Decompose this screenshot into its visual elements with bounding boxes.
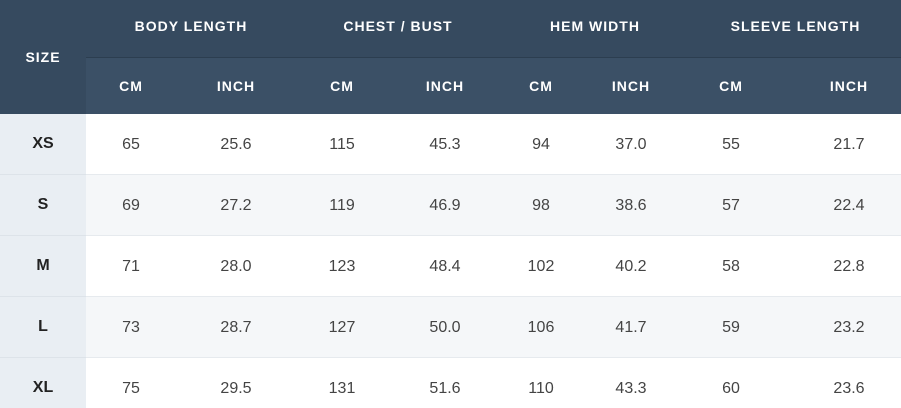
- size-header: SIZE: [0, 0, 86, 114]
- measurement: 40.2: [615, 257, 647, 275]
- measurement: 115: [329, 135, 355, 153]
- unit-header: CM: [330, 77, 354, 94]
- measurement: 41.7: [615, 318, 647, 336]
- measurement: 98: [532, 196, 550, 214]
- measurement: 60: [722, 379, 740, 397]
- measurement: 57: [722, 196, 740, 214]
- measurement: 127: [328, 318, 356, 336]
- size-label: XS: [0, 114, 86, 175]
- unit-header: INCH: [829, 77, 869, 94]
- measurement: 21.7: [833, 135, 865, 153]
- measurement: 29.5: [220, 379, 252, 397]
- measurement: 22.4: [833, 196, 865, 214]
- size-label: XL: [0, 358, 86, 408]
- measurement: 69: [122, 196, 140, 214]
- measurement: 65: [122, 135, 140, 153]
- measurement: 28.7: [220, 318, 252, 336]
- size-label: L: [0, 297, 86, 358]
- row-background: [86, 358, 901, 408]
- row-background: [86, 114, 901, 175]
- measurement: 131: [328, 379, 356, 397]
- row-background: [86, 175, 901, 236]
- measurement: 71: [122, 257, 140, 275]
- measurement: 51.6: [429, 379, 461, 397]
- row-background: [86, 236, 901, 297]
- subheader-band: [86, 57, 901, 114]
- header-band: [86, 0, 901, 57]
- measurement: 25.6: [220, 135, 252, 153]
- group-header: SLEEVE LENGTH: [730, 18, 861, 34]
- measurement: 58: [722, 257, 740, 275]
- measurement: 50.0: [429, 318, 461, 336]
- measurement: 110: [528, 379, 554, 397]
- measurement: 75: [122, 379, 140, 397]
- measurement: 102: [527, 257, 555, 275]
- row-background: [86, 297, 901, 358]
- unit-header: CM: [719, 77, 743, 94]
- size-label: S: [0, 175, 86, 236]
- measurement: 28.0: [220, 257, 252, 275]
- group-header: BODY LENGTH: [134, 18, 248, 34]
- measurement: 119: [329, 196, 355, 214]
- group-header: CHEST / BUST: [343, 18, 453, 34]
- unit-header: CM: [529, 77, 553, 94]
- measurement: 123: [328, 257, 356, 275]
- measurement: 46.9: [429, 196, 461, 214]
- measurement: 23.2: [833, 318, 865, 336]
- size-label: M: [0, 236, 86, 297]
- measurement: 38.6: [615, 196, 647, 214]
- measurement: 22.8: [833, 257, 865, 275]
- measurement: 59: [722, 318, 740, 336]
- measurement: 43.3: [615, 379, 647, 397]
- unit-header: INCH: [216, 77, 256, 94]
- measurement: 55: [722, 135, 740, 153]
- measurement: 73: [122, 318, 140, 336]
- measurement: 45.3: [429, 135, 461, 153]
- group-header: HEM WIDTH: [550, 18, 640, 34]
- measurement: 106: [527, 318, 555, 336]
- unit-header: INCH: [425, 77, 465, 94]
- unit-header: INCH: [611, 77, 651, 94]
- measurement: 27.2: [220, 196, 252, 214]
- measurement: 23.6: [833, 379, 865, 397]
- measurement: 48.4: [429, 257, 461, 275]
- measurement: 37.0: [615, 135, 647, 153]
- unit-header: CM: [119, 77, 143, 94]
- measurement: 94: [532, 135, 550, 153]
